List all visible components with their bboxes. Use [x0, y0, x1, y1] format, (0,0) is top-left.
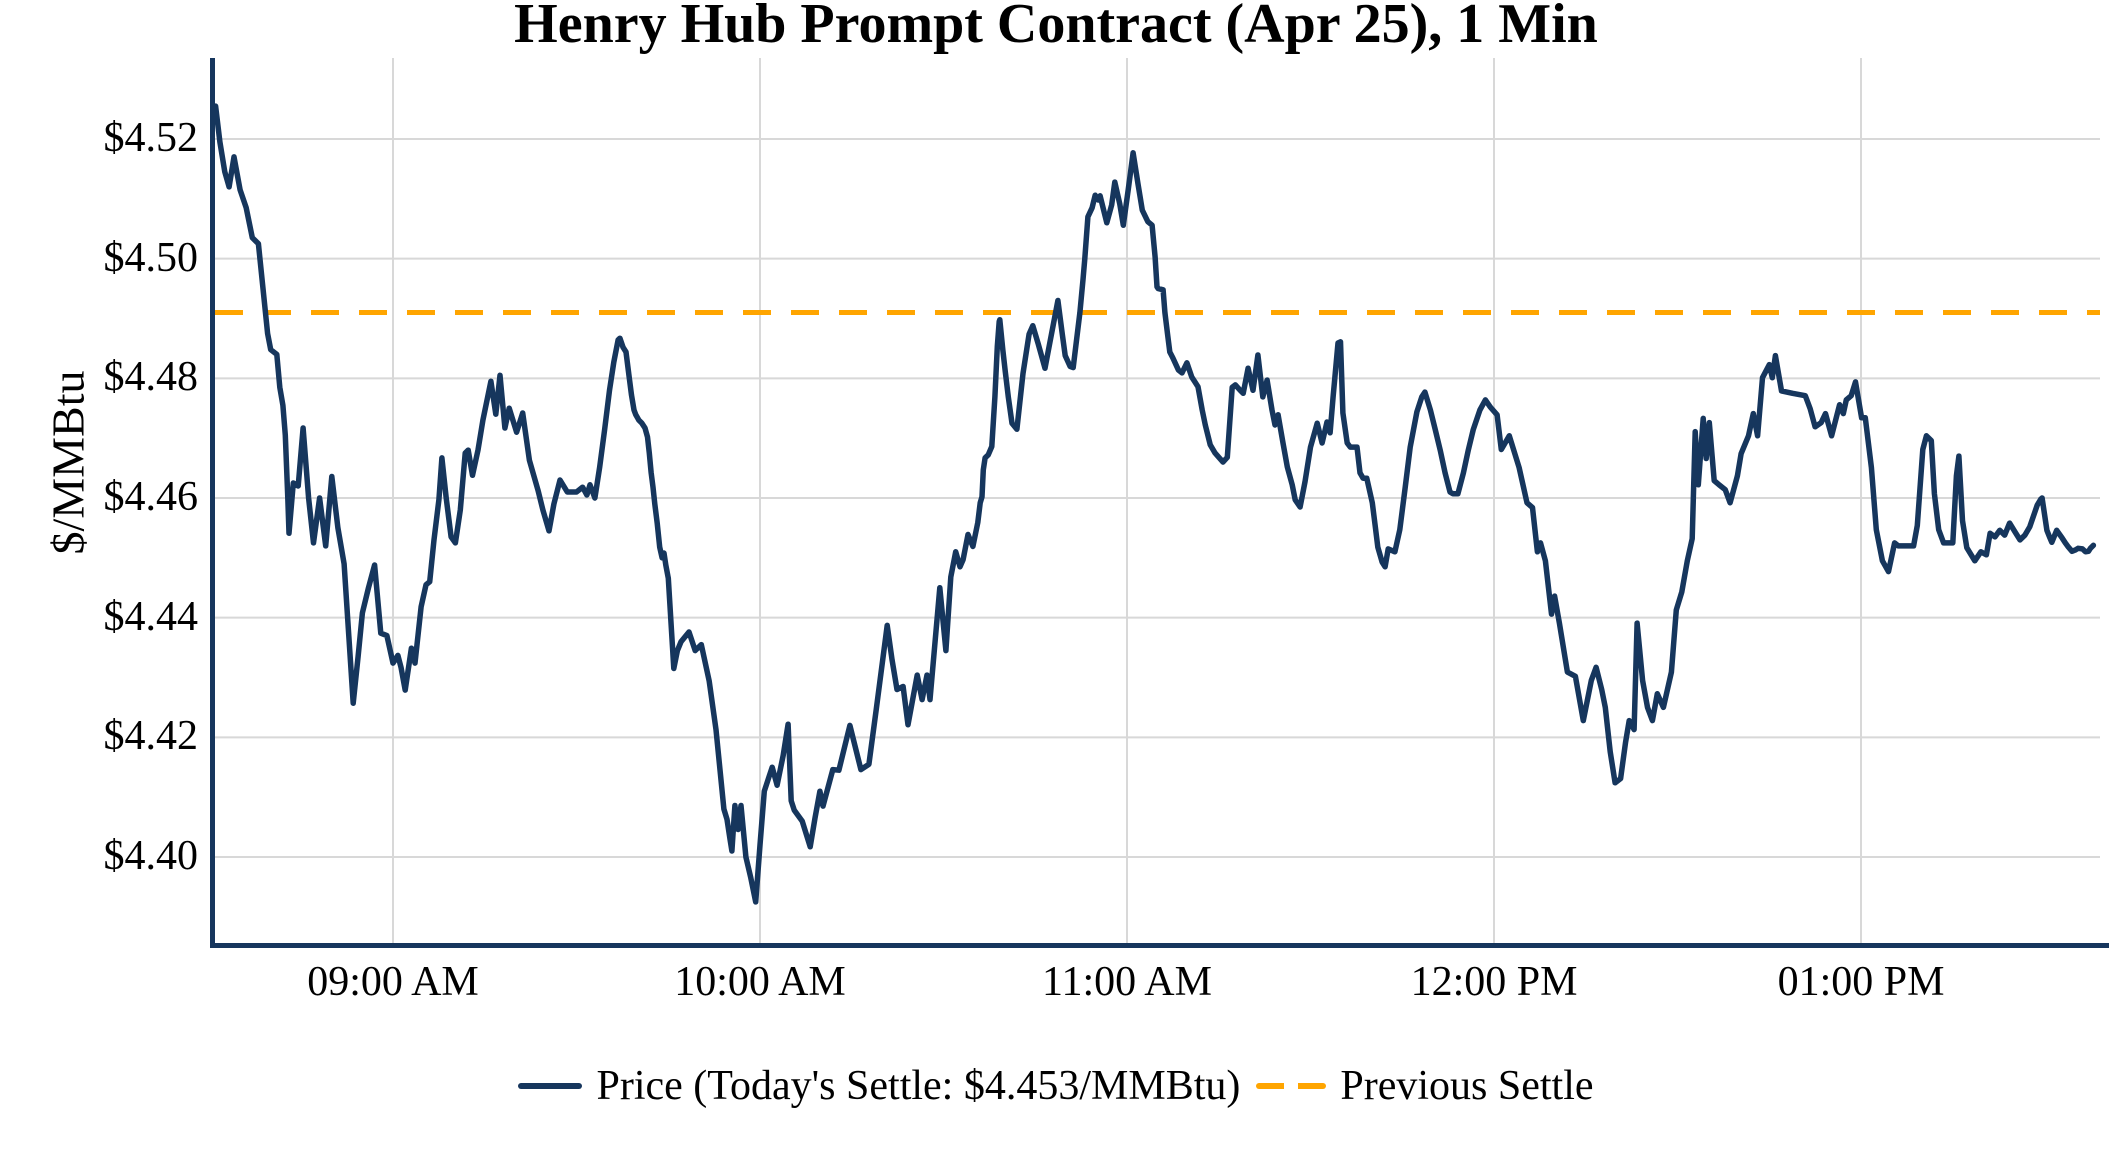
x-tick-label: 09:00 AM [307, 959, 479, 1005]
x-tick-label: 10:00 AM [674, 959, 846, 1005]
y-tick-label: $4.40 [103, 833, 199, 879]
previous-settle-dash-swatch-icon [1256, 1083, 1327, 1089]
legend-item-price[interactable]: Price (Today's Settle: $4.453/MMBtu) [518, 1062, 1240, 1110]
legend-item-previous-settle[interactable]: Previous Settle [1256, 1062, 1594, 1110]
y-tick-label: $4.48 [103, 354, 199, 401]
legend: Price (Today's Settle: $4.453/MMBtu) Pre… [0, 1062, 2112, 1110]
y-tick-label: $4.46 [103, 474, 199, 520]
y-tick-label: $4.52 [103, 115, 199, 161]
y-tick-label: $4.42 [103, 713, 199, 760]
x-tick-label: 01:00 PM [1777, 959, 1945, 1005]
y-tick-label: $4.44 [103, 593, 199, 640]
price-line-swatch-icon [518, 1083, 583, 1089]
x-axis-spine [210, 943, 2109, 948]
chart-title: Henry Hub Prompt Contract (Apr 25), 1 Mi… [514, 0, 1598, 55]
y-axis-spine [210, 58, 215, 948]
legend-previous-settle-label: Previous Settle [1340, 1063, 1594, 1109]
x-tick-label: 12:00 PM [1410, 959, 1578, 1005]
price-line [212, 103, 2097, 905]
x-tick-label: 11:00 AM [1042, 959, 1212, 1005]
y-tick-label: $4.50 [103, 234, 199, 281]
legend-price-label: Price (Today's Settle: $4.453/MMBtu) [596, 1063, 1241, 1109]
